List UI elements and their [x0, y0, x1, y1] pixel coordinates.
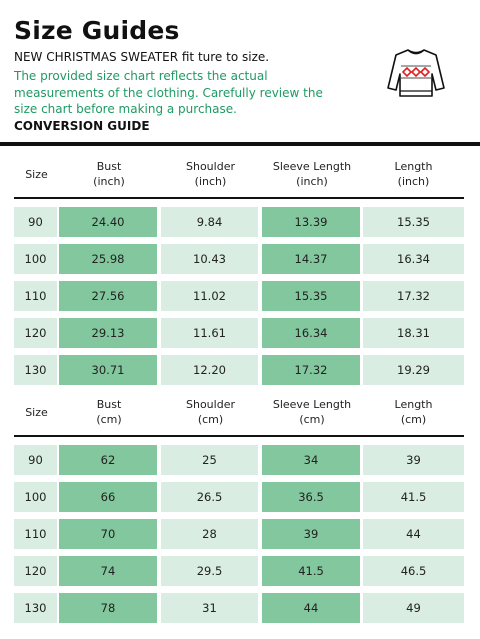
page-title: Size Guides	[14, 16, 180, 45]
measurement-cell: 66	[59, 482, 157, 512]
column-header: Sleeve Length (cm)	[262, 390, 362, 434]
measurement-cell: 19.29	[363, 355, 464, 385]
column-header-unit: (inch)	[93, 175, 125, 188]
column-header-label: Sleeve Length (cm)	[272, 398, 352, 426]
measurement-cell: 12.20	[161, 355, 258, 385]
column-header-label: Shoulder (cm)	[186, 398, 235, 426]
column-header-label: Length (inch)	[394, 160, 433, 188]
column-header-label: Shoulder (inch)	[186, 160, 235, 188]
measurement-cell: 31	[161, 593, 258, 623]
column-header-unit: (inch)	[296, 175, 328, 188]
measurement-cell: 62	[59, 445, 157, 475]
measurement-cell: 9.84	[161, 207, 258, 237]
column-header-unit: (inch)	[194, 175, 227, 188]
measurement-cell: 39	[262, 519, 360, 549]
size-cell: 100	[14, 244, 57, 274]
measurement-cell: 29.13	[59, 318, 157, 348]
measurement-cell: 17.32	[363, 281, 464, 311]
measurement-cell: 15.35	[262, 281, 360, 311]
measurement-cell: 13.39	[262, 207, 360, 237]
measurement-cell: 27.56	[59, 281, 157, 311]
column-header-label: Sleeve Length (inch)	[272, 160, 352, 188]
column-header-label: Bust (cm)	[96, 398, 122, 426]
column-header: Size	[14, 152, 59, 196]
measurement-cell: 44	[262, 593, 360, 623]
size-cell: 90	[14, 445, 57, 475]
size-cell: 130	[14, 355, 57, 385]
measurement-cell: 44	[363, 519, 464, 549]
measurement-cell: 30.71	[59, 355, 157, 385]
column-header: Shoulder (cm)	[161, 390, 260, 434]
measurement-cell: 34	[262, 445, 360, 475]
column-header-label: Bust (inch)	[93, 160, 125, 188]
size-cell: 130	[14, 593, 57, 623]
column-header: Shoulder (inch)	[161, 152, 260, 196]
column-header: Length (cm)	[363, 390, 464, 434]
size-cell: 110	[14, 519, 57, 549]
measurement-cell: 10.43	[161, 244, 258, 274]
measurement-cell: 15.35	[363, 207, 464, 237]
column-header-label: Size	[25, 405, 48, 419]
column-header-unit: (cm)	[96, 413, 122, 426]
measurement-cell: 26.5	[161, 482, 258, 512]
measurement-cell: 39	[363, 445, 464, 475]
column-header: Size	[14, 390, 59, 434]
measurement-cell: 78	[59, 593, 157, 623]
measurement-cell: 18.31	[363, 318, 464, 348]
measurement-cell: 25	[161, 445, 258, 475]
column-header-label: Length (cm)	[394, 398, 433, 426]
size-cell: 120	[14, 318, 57, 348]
christmas-sweater-icon	[387, 49, 445, 97]
measurement-cell: 11.61	[161, 318, 258, 348]
column-header-unit: (inch)	[397, 175, 430, 188]
measurement-cell: 46.5	[363, 556, 464, 586]
measurement-cell: 29.5	[161, 556, 258, 586]
measurement-cell: 49	[363, 593, 464, 623]
subtitle: NEW CHRISTMAS SWEATER fit ture to size.	[14, 50, 270, 64]
size-cell: 100	[14, 482, 57, 512]
size-cell: 120	[14, 556, 57, 586]
measurement-cell: 36.5	[262, 482, 360, 512]
measurement-cell: 70	[59, 519, 157, 549]
measurement-cell: 24.40	[59, 207, 157, 237]
measurement-cell: 17.32	[262, 355, 360, 385]
measurement-cell: 11.02	[161, 281, 258, 311]
table-header-rule	[14, 435, 464, 437]
column-header: Bust (inch)	[59, 152, 159, 196]
measurement-cell: 41.5	[262, 556, 360, 586]
column-header: Length (inch)	[363, 152, 464, 196]
size-cell: 110	[14, 281, 57, 311]
column-header-unit: (cm)	[400, 413, 427, 426]
column-header-unit: (cm)	[299, 413, 325, 426]
measurement-cell: 14.37	[262, 244, 360, 274]
column-header-unit: (cm)	[197, 413, 224, 426]
measurement-note: The provided size chart reflects the act…	[14, 69, 323, 116]
column-header-label: Size	[25, 167, 48, 181]
measurement-cell: 41.5	[363, 482, 464, 512]
column-header: Bust (cm)	[59, 390, 159, 434]
column-header: Sleeve Length (inch)	[262, 152, 362, 196]
measurement-cell: 28	[161, 519, 258, 549]
measurement-cell: 25.98	[59, 244, 157, 274]
measurement-cell: 16.34	[363, 244, 464, 274]
conversion-guide-label: CONVERSION GUIDE	[14, 119, 150, 133]
measurement-cell: 74	[59, 556, 157, 586]
table-header-rule	[14, 197, 464, 199]
size-cell: 90	[14, 207, 57, 237]
measurement-cell: 16.34	[262, 318, 360, 348]
header-divider	[0, 142, 480, 146]
